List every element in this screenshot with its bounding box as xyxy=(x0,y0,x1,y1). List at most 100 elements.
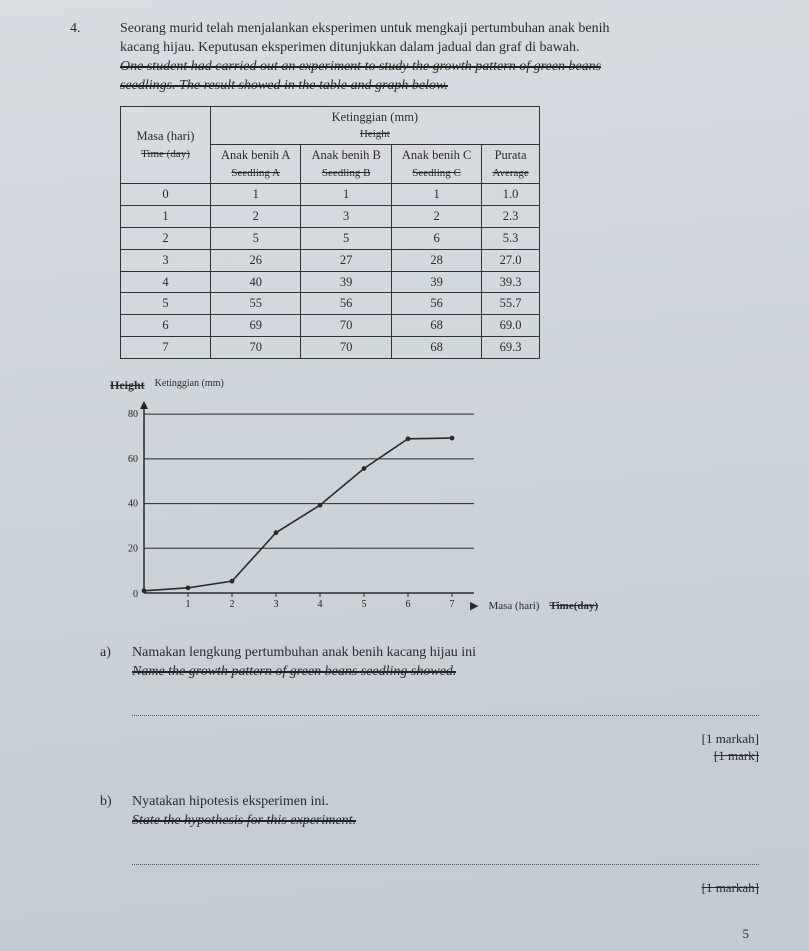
svg-text:1: 1 xyxy=(186,599,191,610)
table-cell: 68 xyxy=(391,337,481,359)
part-b-letter: b) xyxy=(100,793,118,896)
table-row: 01111.0 xyxy=(121,184,540,206)
table-row: 25565.3 xyxy=(121,227,540,249)
table-cell: 2 xyxy=(121,227,211,249)
chart-ylabel-strike: Height xyxy=(110,377,145,393)
table-cell: 28 xyxy=(391,249,481,271)
chart-zone: Height Ketinggian (mm) 2040608001234567 … xyxy=(110,379,759,614)
svg-text:80: 80 xyxy=(128,409,138,420)
question-body: Seorang murid telah menjalankan eksperim… xyxy=(120,20,759,96)
svg-text:6: 6 xyxy=(406,599,411,610)
table-cell: 5.3 xyxy=(482,227,539,249)
answer-line xyxy=(132,702,759,716)
chart-xlabel-row: ▶ Masa (hari) Time(day) xyxy=(470,599,759,614)
table-cell: 0 xyxy=(121,184,211,206)
data-table-wrap: Masa (hari) Time (day) Ketinggian (mm) H… xyxy=(120,106,759,360)
svg-text:60: 60 xyxy=(128,454,138,465)
part-b-text: Nyatakan hipotesis eksperimen ini. xyxy=(132,793,759,812)
part-b-body: Nyatakan hipotesis eksperimen ini. State… xyxy=(132,793,759,896)
table-cell: 70 xyxy=(301,337,391,359)
growth-chart: 20 40 60 80 0 1 2 3 4 5 6 7 xyxy=(110,393,494,617)
table-cell: 1 xyxy=(211,184,301,206)
table-cell: 26 xyxy=(211,249,301,271)
table-cell: 69.3 xyxy=(482,337,539,359)
table-cell: 5 xyxy=(211,227,301,249)
question-number: 4. xyxy=(70,20,90,96)
data-table: Masa (hari) Time (day) Ketinggian (mm) H… xyxy=(120,106,540,360)
table-row: 555565655.7 xyxy=(121,293,540,315)
table-row: 669706869.0 xyxy=(121,315,540,337)
table-cell: 27 xyxy=(301,249,391,271)
table-cell: 39 xyxy=(301,271,391,293)
table-cell: 40 xyxy=(211,271,301,293)
svg-text:2: 2 xyxy=(230,599,235,610)
table-cell: 69 xyxy=(211,315,301,337)
table-cell: 55.7 xyxy=(482,293,539,315)
table-cell: 1 xyxy=(121,205,211,227)
table-cell: 3 xyxy=(121,249,211,271)
answer-line xyxy=(132,851,759,865)
page-number: 5 xyxy=(743,925,750,943)
table-cell: 3 xyxy=(301,205,391,227)
svg-text:0: 0 xyxy=(133,589,138,600)
svg-text:4: 4 xyxy=(318,599,323,610)
table-cell: 6 xyxy=(121,315,211,337)
chart-xlabel-strike: Time(day) xyxy=(549,599,598,614)
stem-line-1: Seorang murid telah menjalankan eksperim… xyxy=(120,20,759,39)
table-cell: 5 xyxy=(121,293,211,315)
table-row: 440393939.3 xyxy=(121,271,540,293)
table-header-row-1: Masa (hari) Time (day) Ketinggian (mm) H… xyxy=(121,106,540,145)
table-cell: 4 xyxy=(121,271,211,293)
head-time: Masa (hari) Time (day) xyxy=(121,106,211,184)
part-b: b) Nyatakan hipotesis eksperimen ini. St… xyxy=(100,793,759,896)
head-height: Ketinggian (mm) Height xyxy=(211,106,540,145)
table-cell: 2 xyxy=(211,205,301,227)
stem-struck-1: One student had carried out an experimen… xyxy=(120,58,601,77)
table-row: 770706869.3 xyxy=(121,337,540,359)
table-cell: 70 xyxy=(301,315,391,337)
col-c: Anak benih CSeedling C xyxy=(391,145,481,184)
part-a-marks: [1 markah] [1 mark] xyxy=(132,730,759,765)
col-avg: PurataAverage xyxy=(482,145,539,184)
table-cell: 56 xyxy=(391,293,481,315)
part-a-body: Namakan lengkung pertumbuhan anak benih … xyxy=(132,644,759,765)
stem-line-2: kacang hijau. Keputusan eksperimen ditun… xyxy=(120,39,759,58)
table-cell: 2.3 xyxy=(482,205,539,227)
part-a: a) Namakan lengkung pertumbuhan anak ben… xyxy=(100,644,759,765)
svg-text:40: 40 xyxy=(128,499,138,510)
table-cell: 69.0 xyxy=(482,315,539,337)
table-cell: 56 xyxy=(301,293,391,315)
chart-ylabel: Ketinggian (mm) xyxy=(155,377,224,391)
table-cell: 2 xyxy=(391,205,481,227)
chart-xlabel: Masa (hari) xyxy=(488,599,539,614)
x-arrow-icon: ▶ xyxy=(470,599,478,614)
table-cell: 6 xyxy=(391,227,481,249)
col-b: Anak benih BSeedling B xyxy=(301,145,391,184)
table-cell: 70 xyxy=(211,337,301,359)
svg-text:5: 5 xyxy=(362,599,367,610)
part-b-strike: State the hypothesis for this experiment… xyxy=(132,812,759,831)
table-cell: 55 xyxy=(211,293,301,315)
col-a: Anak benih ASeedling A xyxy=(211,145,301,184)
table-cell: 7 xyxy=(121,337,211,359)
table-body: 01111.012322.325565.3326272827.044039393… xyxy=(121,184,540,359)
table-cell: 68 xyxy=(391,315,481,337)
part-a-letter: a) xyxy=(100,644,118,765)
svg-text:7: 7 xyxy=(450,599,455,610)
table-row: 12322.3 xyxy=(121,205,540,227)
table-cell: 1 xyxy=(391,184,481,206)
table-cell: 1 xyxy=(301,184,391,206)
table-cell: 27.0 xyxy=(482,249,539,271)
svg-text:20: 20 xyxy=(128,544,138,555)
table-row: 326272827.0 xyxy=(121,249,540,271)
part-a-strike: Name the growth pattern of green beans s… xyxy=(132,663,759,682)
stem-struck-2: seedlings. The result showed in the tabl… xyxy=(120,77,759,96)
part-a-text: Namakan lengkung pertumbuhan anak benih … xyxy=(132,644,759,663)
table-cell: 39.3 xyxy=(482,271,539,293)
part-b-marks: [1 markah] xyxy=(132,879,759,897)
table-cell: 39 xyxy=(391,271,481,293)
svg-text:3: 3 xyxy=(274,599,279,610)
table-cell: 1.0 xyxy=(482,184,539,206)
question-stem: 4. Seorang murid telah menjalankan ekspe… xyxy=(70,20,759,96)
table-cell: 5 xyxy=(301,227,391,249)
